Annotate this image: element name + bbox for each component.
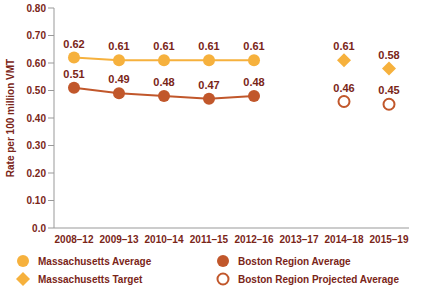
svg-text:0.45: 0.45 [378, 84, 399, 96]
svg-text:0.0: 0.0 [32, 223, 46, 234]
svg-text:0.48: 0.48 [243, 76, 264, 88]
svg-text:2012–16: 2012–16 [235, 234, 274, 245]
svg-text:0.30: 0.30 [27, 140, 47, 151]
svg-text:0.61: 0.61 [108, 40, 129, 52]
svg-text:0.80: 0.80 [27, 3, 47, 14]
html-text:Boston Region Projected Averag: Boston Region Projected Average [238, 273, 399, 285]
svg-text:0.49: 0.49 [108, 73, 129, 85]
svg-text:2010–14: 2010–14 [145, 234, 184, 245]
svg-text:2011–15: 2011–15 [190, 234, 229, 245]
svg-text:0.60: 0.60 [27, 58, 47, 69]
svg-text:0.50: 0.50 [27, 85, 47, 96]
svg-text:2013–17: 2013–17 [280, 234, 319, 245]
svg-text:2014–18: 2014–18 [325, 234, 364, 245]
html-text:Massachusetts Target: Massachusetts Target [38, 273, 143, 285]
svg-text:0.58: 0.58 [378, 49, 399, 61]
svg-text:0.62: 0.62 [63, 38, 84, 50]
svg-text:Rate per 100 million VMT: Rate per 100 million VMT [5, 59, 16, 177]
svg-text:0.46: 0.46 [333, 82, 354, 94]
svg-text:2008–12: 2008–12 [55, 234, 94, 245]
svg-text:0.51: 0.51 [63, 68, 84, 80]
svg-text:0.40: 0.40 [27, 113, 47, 124]
svg-text:0.61: 0.61 [243, 40, 264, 52]
svg-text:0.61: 0.61 [153, 40, 174, 52]
svg-text:0.48: 0.48 [153, 76, 174, 88]
svg-text:0.70: 0.70 [27, 30, 47, 41]
svg-text:0.10: 0.10 [27, 195, 47, 206]
svg-text:0.61: 0.61 [198, 40, 219, 52]
html-text:Boston Region Average: Boston Region Average [238, 255, 351, 267]
svg-text:0.20: 0.20 [27, 168, 47, 179]
svg-text:0.61: 0.61 [333, 40, 354, 52]
svg-text:2009–13: 2009–13 [100, 234, 139, 245]
svg-text:0.47: 0.47 [198, 79, 219, 91]
html-text:Massachusetts Average: Massachusetts Average [38, 255, 152, 267]
svg-text:2015–19: 2015–19 [370, 234, 409, 245]
